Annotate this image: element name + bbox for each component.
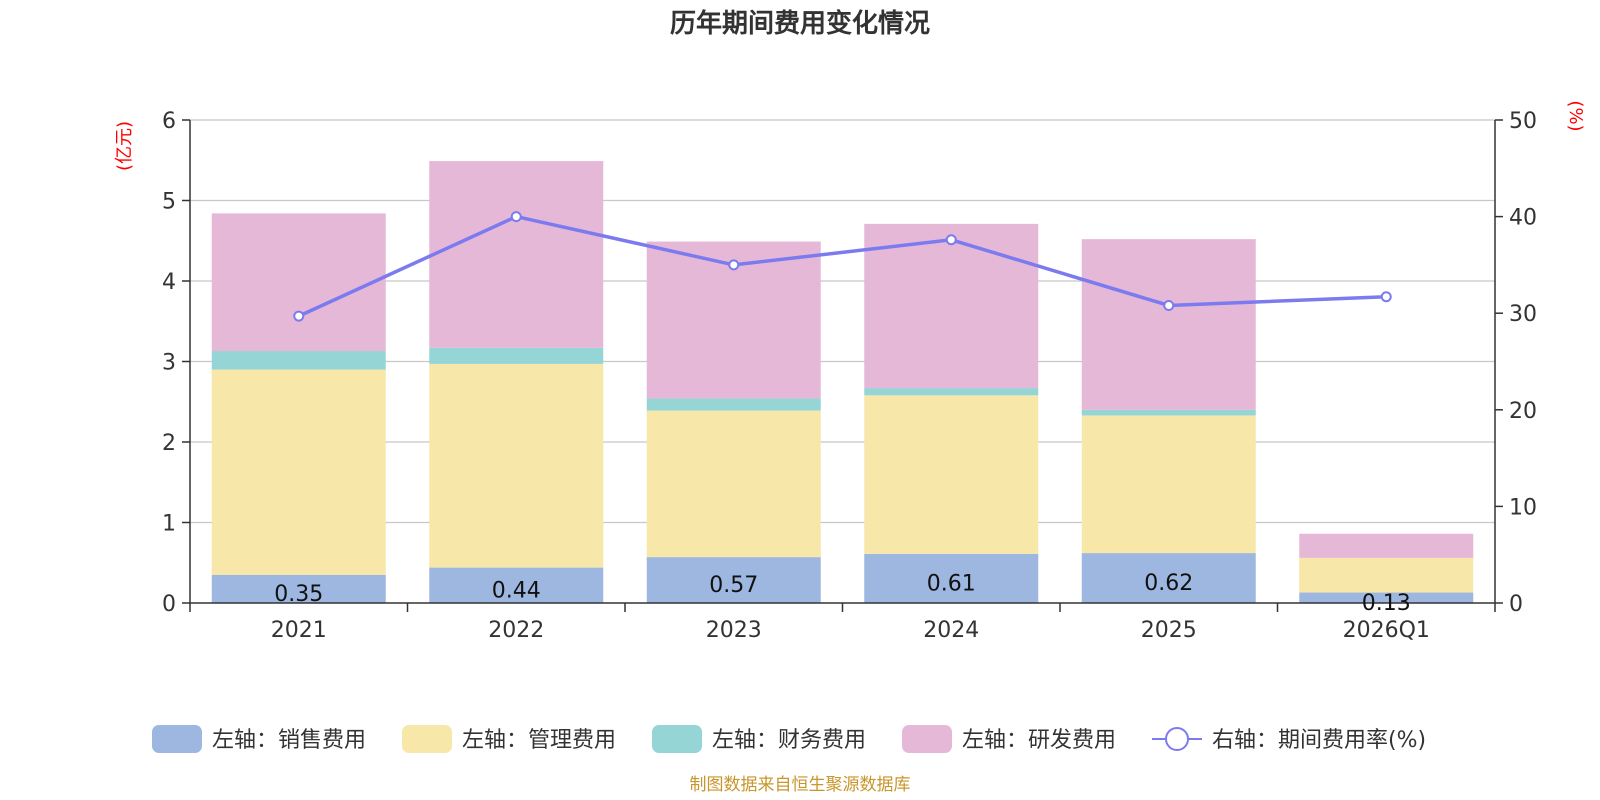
bar-segment [864,388,1039,396]
right-tick-label: 20 [1509,399,1537,424]
bar-value-label: 0.61 [927,571,976,596]
bar-segment [1299,592,1474,603]
bar-value-label: 0.35 [274,582,323,607]
right-tick-label: 0 [1509,592,1523,617]
left-axis-unit: (亿元) [114,121,135,171]
rate-point [1380,291,1392,303]
bar-segment [429,567,604,603]
bar-segment [211,351,386,370]
bar-segment [1081,409,1256,416]
bar-segment [1081,553,1256,603]
bar-segment [1299,557,1474,593]
bar-value-label: 0.62 [1144,571,1193,596]
data-source-note: 制图数据来自恒生聚源数据库 [690,775,911,795]
rate-point [293,310,305,322]
legend-marker [1165,727,1189,751]
legend-label: 右轴：期间费用率(%) [1212,728,1426,753]
bar-value-label: 0.44 [492,578,541,603]
bar-segment [864,395,1039,554]
x-tick-label: 2026Q1 [1343,618,1430,643]
rate-point [1163,299,1175,311]
bar-segment [864,223,1039,389]
bar-segment [211,574,386,603]
rate-line [298,214,1387,318]
legend-swatch [902,725,952,753]
bar-segment [429,347,604,364]
left-tick-label: 3 [162,351,176,376]
right-axis-unit: (%) [1565,100,1586,131]
legend-label: 左轴：财务费用 [712,728,866,753]
bar-segment [1081,239,1256,410]
bar-segment [646,410,821,558]
bar-segment [646,398,821,411]
x-tick-label: 2025 [1141,618,1197,643]
x-tick-label: 2024 [923,618,979,643]
rate-point [728,259,740,271]
legend-label: 左轴：销售费用 [212,728,366,753]
bar-value-label: 0.13 [1362,591,1411,616]
bar-value-label: 0.57 [709,573,758,598]
left-tick-label: 2 [162,431,176,456]
x-tick-label: 2022 [488,618,544,643]
left-tick-label: 5 [162,190,176,215]
bar-segment [429,363,604,568]
left-tick-label: 6 [162,109,176,134]
legend-label: 左轴：管理费用 [462,728,616,753]
bar-segment [1081,415,1256,554]
bar-segment [1299,533,1474,558]
bar-segment [211,369,386,575]
chart-title: 历年期间费用变化情况 [670,8,930,39]
left-tick-label: 0 [162,592,176,617]
right-tick-label: 50 [1509,109,1537,134]
bar-segment [864,553,1039,603]
right-tick-label: 30 [1509,302,1537,327]
bar-labels: 0.35 0.44 0.57 0.61 0.62 0.13 [274,571,1410,616]
axes: 0 1 2 3 4 5 6 0 10 20 30 40 50 2021 2022 2023 2024 2025 20… [162,109,1537,643]
legend-swatch [402,725,452,753]
rate-point [945,234,957,246]
gridlines [190,119,1495,524]
legend: 左轴：销售费用 左轴：管理费用 左轴：财务费用 左轴：研发费用 右轴：期间费用率(%) [152,725,1426,753]
rate-point [510,211,522,223]
bar-segment [646,557,821,603]
x-tick-label: 2023 [706,618,762,643]
left-tick-label: 1 [162,512,176,537]
legend-label: 左轴：研发费用 [962,728,1116,753]
right-tick-label: 40 [1509,206,1537,231]
rate-line-series [293,211,1392,322]
left-tick-label: 4 [162,270,176,295]
right-tick-label: 10 [1509,495,1537,520]
legend-swatch [652,725,702,753]
bar-series [211,161,1474,603]
bar-segment [429,161,604,348]
x-tick-label: 2021 [271,618,327,643]
legend-swatch [152,725,202,753]
bar-segment [211,213,386,352]
